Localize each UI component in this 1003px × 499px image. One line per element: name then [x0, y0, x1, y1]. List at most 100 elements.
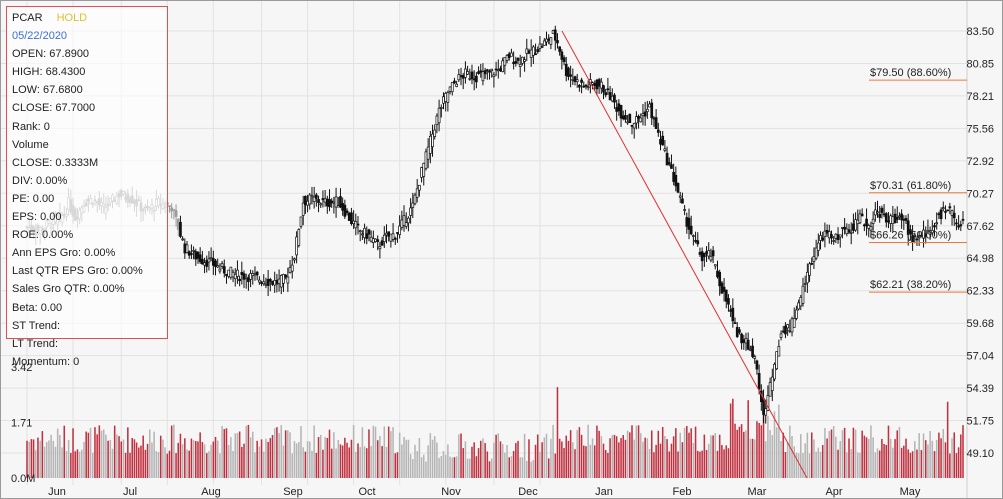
volume-bar: [718, 434, 721, 478]
volume-bar: [72, 428, 74, 478]
volume-bar: [490, 458, 493, 478]
volume-bar: [828, 431, 831, 478]
candle-up: [521, 56, 524, 64]
volume-bar: [515, 443, 517, 478]
candle-down: [314, 194, 318, 199]
volume-bar: [48, 440, 50, 478]
candle-up: [832, 240, 836, 242]
volume-bar: [499, 441, 502, 478]
volume-bar: [355, 451, 357, 478]
volume-bar: [184, 438, 186, 478]
candle-down: [740, 333, 743, 344]
volume-bar: [683, 427, 686, 478]
candle-down: [558, 46, 562, 52]
candle-down: [461, 74, 465, 79]
candle-up: [869, 226, 873, 231]
candle-up: [358, 230, 362, 233]
volume-bar: [451, 457, 454, 478]
price-tick-label: 64.98: [966, 253, 994, 265]
volume-bar: [802, 453, 804, 478]
volume-bar: [390, 431, 392, 478]
volume-bar: [789, 425, 791, 478]
volume-bar: [133, 439, 136, 478]
candle-down: [275, 279, 279, 285]
candle-down: [569, 74, 572, 77]
candle-up: [288, 267, 292, 273]
candle-down: [656, 129, 660, 133]
candle-down: [670, 164, 673, 169]
candle-down: [661, 135, 665, 146]
candle-up: [871, 218, 875, 224]
volume-bar: [593, 445, 596, 478]
volume-bar: [455, 456, 458, 478]
volume-bar: [67, 439, 70, 478]
candle-up: [950, 210, 954, 216]
volume-bar: [433, 436, 436, 478]
price-tick-label: 78.21: [966, 91, 994, 103]
candle-down: [659, 139, 662, 145]
volume-bar: [705, 450, 708, 478]
price-tick-label: 54.39: [966, 383, 994, 395]
candle-down: [755, 360, 759, 370]
candle-down: [676, 183, 680, 193]
volume-bar: [543, 437, 546, 478]
volume-bar: [392, 427, 394, 478]
candle-down: [952, 212, 956, 219]
candle-down: [630, 125, 634, 127]
info-line: LOW: 67.6800: [12, 84, 83, 97]
candle-up: [413, 194, 417, 205]
volume-bar: [631, 425, 633, 478]
candle-down: [863, 224, 866, 227]
candle-up: [446, 92, 450, 103]
candle-up: [400, 219, 404, 228]
volume-bar: [219, 453, 221, 478]
volume-bar: [607, 452, 609, 478]
volume-bar: [550, 438, 552, 478]
volume-bar: [458, 434, 460, 478]
candle-up: [518, 64, 522, 67]
volume-bar: [837, 449, 839, 478]
volume-bar: [501, 443, 504, 478]
volume-bar: [609, 438, 611, 478]
volume-bar: [661, 427, 664, 478]
volume-bar: [903, 445, 905, 478]
candle-down: [825, 230, 829, 234]
candle-down: [339, 196, 342, 208]
volume-bar: [800, 434, 802, 478]
volume-bar: [953, 432, 955, 478]
candle-down: [643, 111, 647, 117]
volume-bar: [911, 451, 914, 478]
volume-bar: [712, 435, 714, 478]
candle-up: [867, 225, 871, 229]
volume-bar: [773, 411, 776, 478]
candle-up: [426, 146, 430, 160]
volume-bar: [381, 446, 383, 478]
candle-up: [806, 271, 809, 284]
candle-up: [645, 108, 649, 112]
volume-bar: [276, 427, 278, 478]
candle-down: [573, 76, 577, 82]
volume-bar: [554, 453, 557, 478]
volume-bar: [63, 425, 66, 478]
candle-down: [345, 210, 349, 214]
volume-bar: [767, 415, 769, 478]
price-tick-label: 51.75: [966, 415, 994, 427]
candle-up: [444, 92, 448, 102]
info-line: Momentum: 0: [12, 355, 80, 368]
volume-bar: [352, 425, 355, 478]
volume-bar: [889, 438, 892, 478]
volume-bar: [670, 443, 673, 478]
volume-bar: [532, 459, 535, 478]
candle-up: [435, 115, 439, 125]
volume-bar: [91, 452, 94, 478]
candle-up: [849, 231, 853, 234]
candle-up: [648, 103, 651, 108]
volume-bar: [782, 432, 785, 478]
month-label: Jan: [595, 486, 613, 498]
candle-up: [439, 107, 443, 109]
candle-down: [485, 69, 489, 72]
candle-down: [882, 213, 886, 216]
month-label: Apr: [825, 486, 842, 498]
candle-up: [457, 74, 461, 81]
volume-tick-label: 3.42: [11, 362, 32, 374]
